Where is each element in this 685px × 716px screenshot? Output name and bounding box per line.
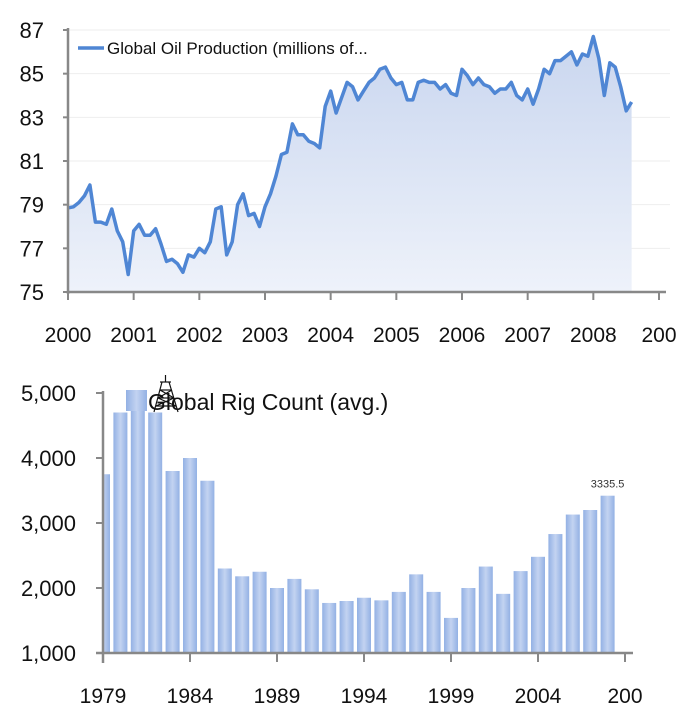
bar-1996 <box>391 591 406 653</box>
legend-label: Global Rig Count (avg.) <box>148 389 388 415</box>
bar-1988 <box>252 571 267 653</box>
bar-2007 <box>583 510 598 653</box>
x-tick-label: 2003 <box>242 324 289 347</box>
bar-2000 <box>461 588 476 653</box>
bar-1982 <box>148 412 163 653</box>
oil-rig-icon <box>153 375 179 413</box>
x-tick-label: 1994 <box>341 685 388 708</box>
y-tick-label: 5,000 <box>21 381 76 406</box>
x-tick-label: 2006 <box>439 324 486 347</box>
x-tick-label: 2005 <box>373 324 420 347</box>
y-tick-label: 77 <box>20 236 44 261</box>
x-tick-label: 2002 <box>176 324 223 347</box>
x-tick-label: 1984 <box>167 685 214 708</box>
y-tick-label: 75 <box>20 280 44 305</box>
bar-1995 <box>374 600 389 653</box>
y-tick-label: 4,000 <box>21 446 76 471</box>
x-tick-label: 2007 <box>504 324 551 347</box>
bar-1991 <box>304 589 319 653</box>
bar-1986 <box>217 568 232 653</box>
oil-production-chart: 75 77 79 81 83 85 87 2000 2001 2002 2003 2004 2005 20… <box>20 18 677 347</box>
bar-2002 <box>496 593 511 653</box>
y-tick-label: 83 <box>20 105 44 130</box>
x-tick-label: 2008 <box>570 324 617 347</box>
bar-2006 <box>565 514 580 653</box>
y-tick-label: 87 <box>20 18 44 43</box>
bar-2004 <box>531 556 545 653</box>
bar-1983 <box>165 471 180 653</box>
bar-1994 <box>357 597 371 653</box>
bar-1984 <box>183 458 197 653</box>
production-area <box>68 36 632 292</box>
x-tick-label: 2001 <box>110 324 157 347</box>
bar-1993 <box>339 601 354 653</box>
x-tick-label: 2000 <box>45 324 92 347</box>
bar-1998 <box>426 591 441 653</box>
x-tick-label: 1989 <box>254 685 301 708</box>
bar-1987 <box>235 576 250 653</box>
bar-1985 <box>200 480 215 653</box>
y-tick-label: 81 <box>20 149 44 174</box>
bar-2008 <box>600 495 615 653</box>
bar-1992 <box>322 602 337 653</box>
data-label: 3335.5 <box>591 479 625 491</box>
bar-1981 <box>130 393 145 653</box>
production-line <box>67 34 634 277</box>
x-tick-label: 2004 <box>515 685 562 708</box>
y-tick-label: 85 <box>20 62 44 87</box>
bar-2001 <box>478 566 493 653</box>
bar-2003 <box>513 571 528 653</box>
x-tick-label: 2004 <box>307 324 354 347</box>
bar-1997 <box>409 574 424 653</box>
bar-1999 <box>444 617 458 653</box>
x-tick-label: 1999 <box>428 685 475 708</box>
x-tick-label: 200 <box>607 685 642 708</box>
bar-1990 <box>287 578 302 653</box>
bar-1980 <box>113 412 128 653</box>
bar-1989 <box>270 588 284 653</box>
x-tick-label: 1979 <box>80 685 127 708</box>
bar-1979 <box>103 474 110 653</box>
y-tick-label: 3,000 <box>21 511 76 536</box>
y-tick-label: 2,000 <box>21 576 76 601</box>
y-tick-label: 1,000 <box>21 641 76 666</box>
bar-2005 <box>548 534 563 653</box>
legend-bar-swatch <box>126 390 147 411</box>
x-tick-label: 200 <box>641 324 676 347</box>
rig-count-chart: 3335.5 1,000 2,000 3,000 4,000 5,000 1979 1984 1… <box>21 375 643 708</box>
legend-label: Global Oil Production (millions of... <box>107 39 368 58</box>
y-tick-label: 79 <box>20 193 44 218</box>
